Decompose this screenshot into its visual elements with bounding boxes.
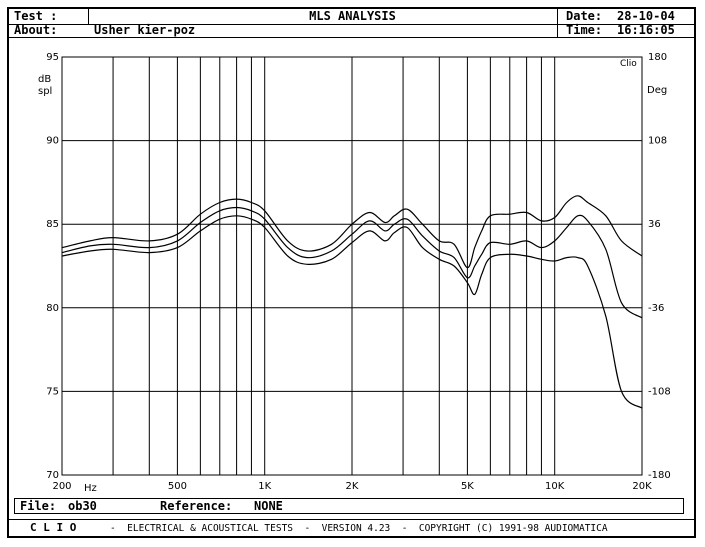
x-axis-unit: Hz — [84, 483, 97, 494]
corner-label: Clio — [620, 59, 637, 69]
y2-tick-label: 36 — [648, 219, 661, 230]
reference-value: NONE — [254, 499, 283, 513]
y-tick-label: 95 — [46, 52, 59, 63]
y-axis-label-spl: spl — [38, 86, 52, 97]
footer-text: - ELECTRICAL & ACOUSTICAL TESTS - VERSIO… — [110, 523, 608, 534]
file-value: ob30 — [68, 499, 97, 513]
y-axis-label-db: dB — [38, 74, 51, 85]
series-line — [61, 195, 643, 269]
x-tick-label: 2K — [346, 481, 359, 492]
time-value: 16:16:05 — [617, 23, 675, 37]
y-tick-label: 90 — [46, 136, 59, 147]
y2-tick-label: -108 — [648, 386, 671, 397]
y2-tick-label: 180 — [648, 52, 667, 63]
window-frame — [7, 7, 696, 538]
y2-tick-label: -36 — [648, 303, 664, 314]
test-label: Test : — [14, 9, 58, 23]
x-tick-label: 500 — [168, 481, 187, 492]
page-title: MLS ANALYSIS — [309, 9, 396, 23]
header-divider-1 — [9, 24, 694, 25]
x-tick-label: 10K — [545, 481, 565, 492]
file-label: File: — [20, 499, 57, 513]
y-tick-label: 70 — [46, 470, 59, 481]
x-tick-label: 5K — [461, 481, 474, 492]
status-bar — [14, 498, 684, 514]
time-label: Time: — [566, 23, 603, 37]
x-tick-label: 200 — [52, 481, 71, 492]
footer-brand: C L I O — [30, 521, 77, 534]
header-separator-b — [557, 9, 558, 37]
y2-tick-label: -180 — [648, 470, 671, 481]
y-tick-label: 80 — [46, 303, 59, 314]
about-label: About: — [14, 23, 58, 37]
reference-label: Reference: — [160, 499, 233, 513]
x-tick-label: 20K — [632, 481, 652, 492]
date-value: 28-10-04 — [617, 9, 675, 23]
series-line — [61, 215, 643, 409]
y-tick-label: 75 — [46, 386, 59, 397]
x-tick-label: 1K — [258, 481, 271, 492]
y2-axis-label: Deg — [647, 85, 667, 96]
date-label: Date: — [566, 9, 603, 23]
series-line — [61, 206, 643, 319]
header-divider-2 — [9, 37, 694, 38]
about-value: Usher kier-poz — [94, 23, 196, 37]
footer-divider — [9, 519, 694, 520]
y2-tick-label: 108 — [648, 136, 667, 147]
header-separator-a — [88, 9, 89, 24]
y-tick-label: 85 — [46, 219, 59, 230]
